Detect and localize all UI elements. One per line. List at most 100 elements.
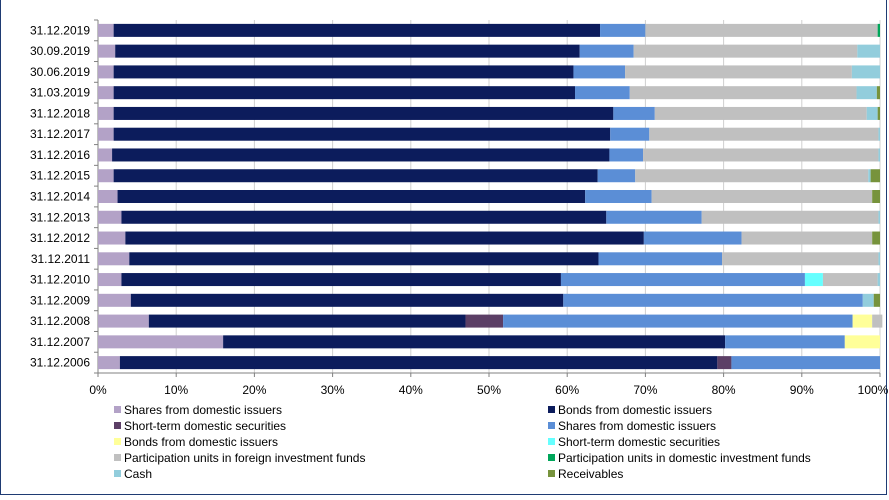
legend-swatch	[548, 422, 555, 429]
bar-segment	[649, 127, 879, 141]
legend-label: Short-term domestic securities	[124, 419, 286, 433]
bar-segment	[654, 106, 867, 120]
bar-segment	[98, 148, 113, 162]
bar-segment	[98, 210, 122, 224]
bar-segment	[98, 252, 130, 266]
x-tick-label: 10%	[164, 383, 188, 397]
legend-label: Shares from domestic issuers	[558, 419, 716, 433]
bar-segment	[598, 252, 723, 266]
bar-segment	[629, 86, 857, 100]
bar-segment	[609, 148, 644, 162]
bar-segment	[98, 314, 149, 328]
legend-swatch	[114, 406, 121, 413]
bar-segment	[129, 252, 599, 266]
bar-segment	[98, 273, 122, 287]
bar-segment	[560, 273, 805, 287]
bar-segment	[98, 23, 114, 37]
category-label: 30.09.2019	[30, 44, 90, 58]
bar-segment	[872, 314, 883, 328]
bar-segment	[223, 335, 726, 349]
bar-segment	[822, 273, 878, 287]
legend: Shares from domestic issuers Bonds from d…	[114, 403, 811, 481]
bar-segment	[98, 127, 114, 141]
bar-segment	[741, 231, 873, 245]
bar-segment	[877, 273, 880, 287]
bar-segment	[113, 65, 574, 79]
bar-segment	[878, 210, 880, 224]
bar-segment	[113, 169, 598, 183]
bar-segment	[877, 106, 880, 120]
category-label: 31.12.2015	[30, 169, 90, 183]
bar-segment	[98, 231, 126, 245]
legend-label: Bonds from domestic issuers	[124, 435, 278, 449]
x-tick-label: 20%	[242, 383, 266, 397]
category-label: 31.12.2006	[30, 356, 90, 370]
bar-segment	[844, 335, 880, 349]
bar-segment	[579, 44, 634, 58]
bar-segment	[625, 65, 852, 79]
bar-segment	[98, 356, 120, 370]
bar-segment	[98, 44, 116, 58]
category-label: 31.12.2017	[30, 127, 90, 141]
legend-swatch	[114, 422, 121, 429]
bar-segment	[117, 190, 586, 203]
bar-segment	[112, 148, 610, 162]
legend-label: Shares from domestic issuers	[124, 403, 282, 417]
bar-segment	[119, 356, 718, 370]
bar-segment	[633, 44, 858, 58]
category-label: 31.12.2011	[31, 252, 90, 266]
legend-label: Bonds from domestic issuers	[558, 403, 712, 417]
bar-segment	[148, 314, 466, 328]
bar-segment	[643, 148, 879, 162]
x-tick-label: 40%	[399, 383, 423, 397]
bar-segment	[113, 127, 611, 141]
legend-swatch	[114, 454, 121, 461]
bar-segment	[862, 293, 874, 307]
bar-segment	[98, 169, 114, 183]
bar-segment	[717, 356, 732, 370]
bar-segment	[645, 23, 878, 37]
legend-swatch	[114, 438, 121, 445]
legend-label: Short-term domestic securities	[558, 435, 720, 449]
bar-segment	[113, 23, 601, 37]
legend-swatch	[548, 438, 555, 445]
bar-segment	[851, 65, 880, 79]
bar-segment	[701, 210, 879, 224]
category-label: 31.12.2010	[30, 273, 90, 287]
legend-swatch	[114, 470, 121, 477]
bar-segment	[876, 86, 880, 100]
bar-segment	[98, 293, 131, 307]
legend-label: Receivables	[558, 467, 623, 481]
legend-label: Cash	[124, 467, 152, 481]
bar-segment	[868, 169, 871, 183]
x-tick-label: 70%	[633, 383, 657, 397]
bar-segment	[804, 273, 823, 287]
x-tick-label: 0%	[89, 383, 107, 397]
category-label: 31.12.2012	[30, 231, 90, 245]
bar-segment	[852, 314, 873, 328]
bar-segment	[121, 273, 561, 287]
bar-segment	[98, 86, 114, 100]
bar-segment	[98, 335, 224, 349]
category-labels: 31.12.2019 30.09.2019 30.06.2019 31.03.2019…	[30, 23, 90, 369]
bar-segment	[725, 335, 845, 349]
bar-segment	[465, 314, 504, 328]
category-label: 31.12.2013	[30, 210, 90, 224]
bar-segment	[98, 65, 114, 79]
bar-segment	[503, 314, 853, 328]
bar-segment	[98, 106, 114, 120]
category-label: 31.12.2007	[30, 335, 90, 349]
category-label: 30.06.2019	[30, 65, 90, 79]
bar-segment	[857, 44, 880, 58]
bar-segment	[635, 169, 869, 183]
x-tick-labels: 0% 10% 20% 30% 40% 50% 60% 70% 80% 90% 100%	[89, 383, 888, 397]
category-label: 31.03.2019	[30, 86, 90, 100]
legend-label: Participation units in domestic investme…	[558, 451, 811, 465]
x-tick-label: 100%	[858, 383, 888, 397]
category-label: 31.12.2018	[30, 106, 90, 120]
category-label: 31.12.2016	[30, 148, 90, 162]
legend-swatch	[548, 470, 555, 477]
bar-segment	[115, 44, 580, 58]
bar-segment	[873, 293, 880, 307]
